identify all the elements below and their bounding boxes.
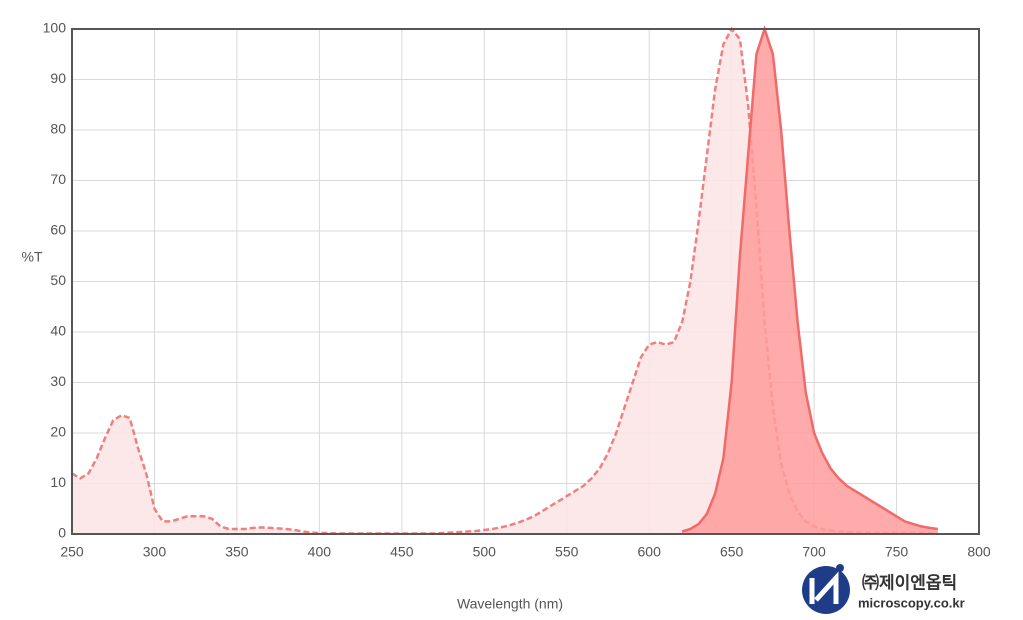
x-tick-label: 350	[225, 544, 249, 560]
x-tick-label: 250	[60, 544, 84, 560]
x-tick-label: 700	[802, 544, 826, 560]
area-fill	[72, 29, 938, 534]
x-tick-label: 300	[143, 544, 167, 560]
x-axis-label: Wavelength (nm)	[457, 596, 563, 612]
logo-url: microscopy.co.kr	[858, 595, 965, 610]
area-fill	[682, 29, 938, 534]
x-tick-label: 550	[555, 544, 579, 560]
x-tick-label: 750	[885, 544, 909, 560]
y-tick-label: 40	[50, 323, 66, 339]
y-tick-label: 10	[50, 474, 66, 490]
logo: ㈜제이엔옵틱 microscopy.co.kr	[802, 564, 965, 614]
y-tick-label: 60	[50, 222, 66, 238]
plot-frame	[71, 28, 980, 535]
logo-glyph	[809, 571, 839, 604]
y-tick-label: 70	[50, 171, 66, 187]
x-tick-label: 400	[308, 544, 332, 560]
logo-name: ㈜제이엔옵틱	[862, 572, 957, 592]
y-tick-label: 90	[50, 70, 66, 86]
x-tick-label: 650	[720, 544, 744, 560]
y-tick-label: 30	[50, 373, 66, 389]
y-tick-label: 50	[50, 272, 66, 288]
y-tick-label: 0	[58, 525, 66, 541]
x-tick-label: 600	[638, 544, 662, 560]
logo-dot	[836, 564, 844, 572]
x-tick-label: 500	[473, 544, 497, 560]
y-tick-label: 80	[50, 121, 66, 137]
x-tick-label: 450	[390, 544, 414, 560]
y-tick-label: 20	[50, 424, 66, 440]
y-axis-label: %T	[22, 249, 43, 265]
x-tick-label: 800	[967, 544, 991, 560]
series-line	[71, 26, 938, 535]
y-tick-label: 100	[43, 20, 67, 36]
series-line	[681, 24, 938, 533]
